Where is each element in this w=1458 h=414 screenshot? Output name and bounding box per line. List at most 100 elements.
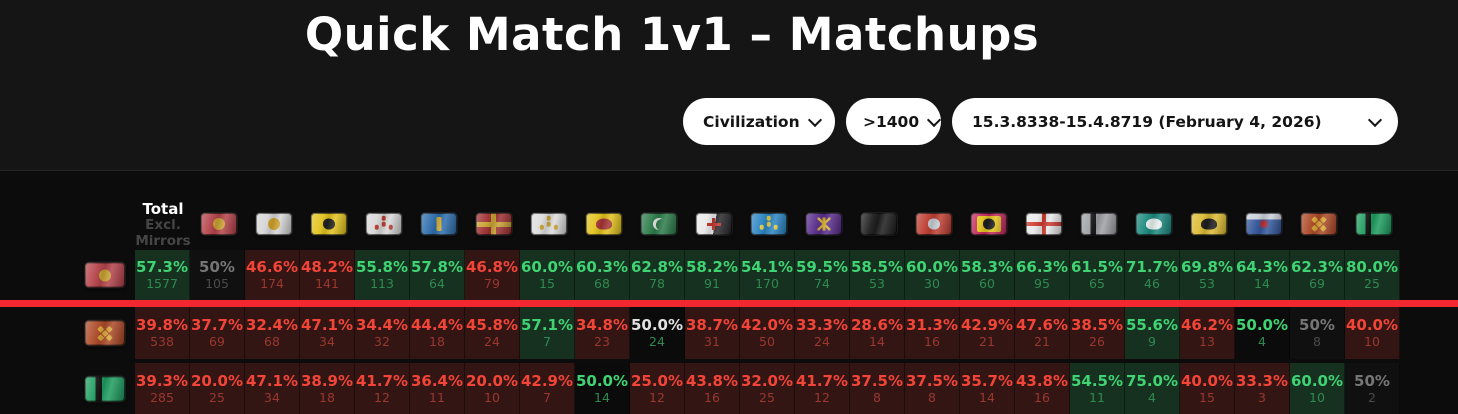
flag-white-gold-fleurs-icon[interactable]	[530, 213, 567, 235]
game-count: 53	[1199, 276, 1215, 291]
matchup-cell: 55.6% 9	[1125, 307, 1180, 359]
flag-maroon-gold-cross-icon[interactable]	[475, 213, 512, 235]
matchup-cell: 58.5% 53	[850, 250, 905, 300]
game-count: 285	[150, 389, 174, 405]
rating-select[interactable]: >1400	[846, 98, 942, 145]
flag-blue-gold-column-icon[interactable]	[420, 213, 457, 235]
matchup-cell: 80.0% 25	[1345, 250, 1400, 300]
civ-column-header	[631, 213, 686, 235]
flag-blue-yellow-fleurs-icon[interactable]	[750, 213, 787, 235]
matchup-cell: 60.3% 68	[575, 250, 630, 300]
matchup-cell: 39.3% 285	[135, 363, 190, 414]
win-rate: 28.6%	[850, 316, 904, 334]
win-rate: 50%	[199, 258, 235, 276]
civ-column-header	[1016, 213, 1071, 235]
game-count: 10	[484, 389, 500, 405]
win-rate: 37.5%	[850, 371, 904, 390]
game-count: 34	[319, 334, 335, 349]
civ-column-header	[686, 213, 741, 235]
matchup-cell: 60.0% 30	[905, 250, 960, 300]
matchup-cell: 60.0% 15	[520, 250, 575, 300]
flag-green-black-stripe-icon[interactable]	[85, 376, 125, 401]
civ-column-header	[521, 213, 576, 235]
matchup-cell: 34.8% 23	[575, 307, 630, 359]
flag-green-black-stripe-icon[interactable]	[1355, 213, 1392, 235]
game-count: 69	[209, 334, 225, 349]
civilization-select-label: Civilization	[703, 112, 800, 131]
flag-emblem	[101, 329, 109, 337]
win-rate: 50.0%	[575, 371, 629, 390]
game-count: 7	[543, 334, 551, 349]
flag-purple-chi-rho-icon[interactable]	[805, 213, 842, 235]
game-count: 21	[979, 334, 995, 349]
flag-white-gold-disc-icon[interactable]	[255, 213, 292, 235]
win-rate: 32.0%	[740, 371, 794, 390]
win-rate: 38.7%	[685, 316, 739, 334]
flag-green-white-crescent-icon[interactable]	[640, 213, 677, 235]
win-rate: 50%	[1299, 316, 1335, 334]
matchup-cell: 43.8% 16	[685, 363, 740, 414]
flag-yellow-red-eagle-icon[interactable]	[585, 213, 622, 235]
game-count: 10	[1309, 389, 1325, 405]
win-rate: 40.0%	[1180, 371, 1234, 390]
flag-silver-blue-rose-icon[interactable]	[1245, 213, 1282, 235]
matchup-cell: 32.4% 68	[245, 307, 300, 359]
game-count: 25	[209, 389, 225, 405]
flag-plain-black-icon[interactable]	[860, 213, 897, 235]
matchup-row: 57.3% 1577 50% 105 46.6% 174 48.2% 141 55.8% 113 5…	[0, 250, 1458, 300]
win-rate: 62.3%	[1290, 258, 1344, 276]
flag-rust-gold-knot-icon[interactable]	[85, 320, 125, 346]
matchup-cells: 39.3% 285 20.0% 25 47.1% 34 38.9% 18 41.7% 12 36.4…	[135, 363, 1400, 414]
matchup-cell: 38.9% 18	[300, 363, 355, 414]
flag-magenta-yellow-figure-icon[interactable]	[970, 213, 1007, 235]
flag-emblem	[595, 218, 612, 230]
flag-emblem	[99, 269, 111, 281]
win-rate: 55.6%	[1125, 316, 1179, 334]
win-rate: 37.5%	[905, 371, 959, 390]
game-count: 10	[1364, 334, 1380, 349]
matchup-cell: 41.7% 12	[355, 363, 410, 414]
matchup-cell: 44.4% 18	[410, 307, 465, 359]
civilization-select[interactable]: Civilization	[683, 98, 835, 145]
matchup-cell: 62.3% 69	[1290, 250, 1345, 300]
game-count: 14	[869, 334, 885, 349]
win-rate: 33.3%	[1235, 371, 1289, 390]
flag-yellow-black-dragon-icon[interactable]	[310, 213, 347, 235]
flag-emblem	[982, 218, 995, 230]
civ-column-header	[741, 213, 796, 235]
win-rate: 34.8%	[575, 316, 629, 334]
civ-column-header	[301, 213, 356, 235]
win-rate: 58.3%	[960, 258, 1014, 276]
win-rate: 47.1%	[245, 371, 299, 390]
game-count: 95	[1034, 276, 1050, 291]
matchup-cell: 46.2% 13	[1180, 307, 1235, 359]
flag-templar-red-cross-icon[interactable]	[695, 213, 732, 235]
game-count: 11	[1089, 389, 1105, 405]
win-rate: 47.6%	[1015, 316, 1069, 334]
game-count: 7	[543, 389, 551, 405]
win-rate: 69.8%	[1180, 258, 1234, 276]
flag-rust-gold-knot-icon[interactable]	[1300, 213, 1337, 235]
game-count: 30	[924, 276, 940, 291]
patch-select[interactable]: 15.3.8338-15.4.8719 (February 4, 2026)	[952, 98, 1398, 145]
flag-red-gold-disc-icon[interactable]	[200, 213, 237, 235]
flag-teal-white-bird-icon[interactable]	[1135, 213, 1172, 235]
matchup-cell: 58.2% 91	[685, 250, 740, 300]
flag-silver-black-stripe-icon[interactable]	[1080, 213, 1117, 235]
flag-emblem	[766, 221, 771, 227]
win-rate: 54.5%	[1070, 371, 1124, 390]
flag-red-gold-disc-icon[interactable]	[85, 262, 125, 288]
page-title: Quick Match 1v1 – Matchups	[304, 8, 1040, 61]
matchup-row: 39.3% 285 20.0% 25 47.1% 34 38.9% 18 41.7% 12 36.4…	[0, 363, 1458, 414]
flag-yellow-black-eagle-icon[interactable]	[1190, 213, 1227, 235]
flag-white-red-cross-icon[interactable]	[1025, 213, 1062, 235]
game-count: 538	[150, 334, 174, 349]
flag-red-silver-knight-icon[interactable]	[915, 213, 952, 235]
flag-white-red-script-icon[interactable]	[365, 213, 402, 235]
game-count: 170	[755, 276, 779, 291]
total-label: Total	[142, 200, 184, 218]
matchup-cell: 69.8% 53	[1180, 250, 1235, 300]
matchup-cell: 55.8% 113	[355, 250, 410, 300]
section-divider	[0, 170, 1458, 171]
flag-emblem	[1145, 218, 1162, 230]
